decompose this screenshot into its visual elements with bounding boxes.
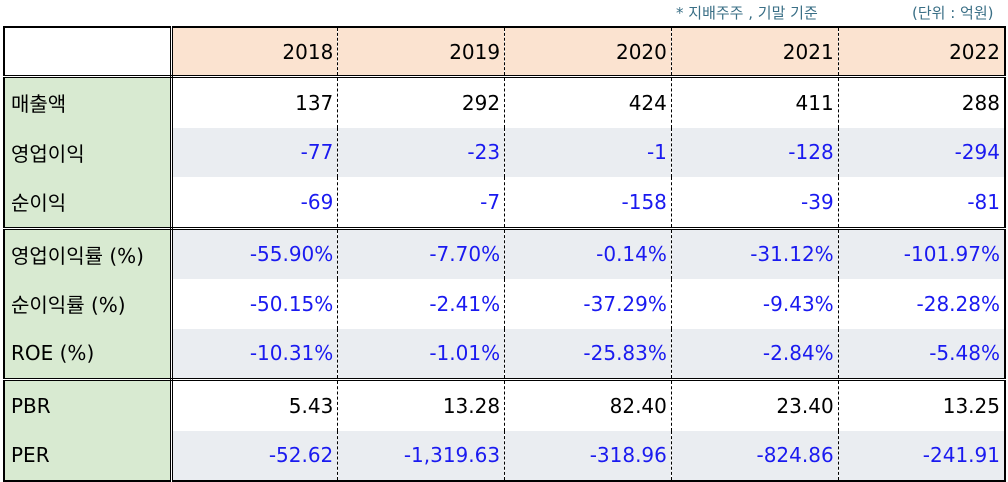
value-cell: -52.62 [170,430,338,481]
header-row: 2018 2019 2020 2021 2022 [4,27,1005,78]
value-cell: -241.91 [837,430,1005,481]
value-cell: 82.40 [504,379,672,431]
value-cell: -2.84% [670,328,839,381]
row-label: PER [4,430,173,481]
value-cell: 13.25 [837,379,1005,431]
value-cell: -77 [170,127,338,177]
value-cell: -25.83% [504,328,672,381]
financial-table: 2018 2019 2020 2021 2022 매출액 137 292 424 411… [3,26,1006,482]
value-cell: -294 [837,127,1005,177]
value-cell: -10.31% [170,328,338,381]
value-cell: -101.97% [837,228,1005,279]
value-cell: -824.86 [670,430,839,481]
year-header: 2020 [504,27,672,78]
value-cell: -1.01% [337,328,505,381]
per-row: PER -52.62 -1,319.63 -318.96 -824.86 -241.91 [4,430,1005,481]
value-cell: 13.28 [337,379,505,431]
row-label: ROE (%) [4,328,173,381]
value-cell: -31.12% [670,228,839,279]
operating-margin-row: 영업이익률 (%) -55.90% -7.70% -0.14% -31.12% -101.… [4,228,1005,279]
value-cell: -55.90% [170,228,338,279]
roe-row: ROE (%) -10.31% -1.01% -25.83% -2.84% -5.48% [4,328,1005,381]
year-header: 2022 [837,27,1005,78]
value-cell: -2.41% [337,279,505,329]
value-cell: 23.40 [670,379,839,431]
basis-note: * 지배주주 , 기말 기준 [676,4,818,22]
row-label: 순이익 [4,177,173,230]
value-cell: -69 [170,177,338,230]
operating-profit-row: 영업이익 -77 -23 -1 -128 -294 [4,127,1005,177]
value-cell: 288 [837,76,1005,128]
revenue-row: 매출액 137 292 424 411 288 [4,76,1005,128]
value-cell: -50.15% [170,279,338,329]
value-cell: -7 [337,177,505,230]
value-cell: -128 [670,127,839,177]
row-label: 순이익률 (%) [4,279,173,329]
pbr-row: PBR 5.43 13.28 82.40 23.40 13.25 [4,379,1005,431]
value-cell: -7.70% [337,228,505,279]
value-cell: -37.29% [504,279,672,329]
value-cell: -318.96 [504,430,672,481]
value-cell: -0.14% [504,228,672,279]
value-cell: 292 [337,76,505,128]
corner-cell [4,27,173,78]
year-header: 2021 [670,27,839,78]
row-label: PBR [4,379,173,431]
value-cell: 424 [504,76,672,128]
value-cell: -158 [504,177,672,230]
value-cell: 411 [670,76,839,128]
value-cell: -28.28% [837,279,1005,329]
value-cell: -23 [337,127,505,177]
year-header: 2019 [337,27,505,78]
row-label: 영업이익률 (%) [4,228,173,279]
net-margin-row: 순이익률 (%) -50.15% -2.41% -37.29% -9.43% -28.28… [4,279,1005,329]
unit-note: (단위 : 억원) [912,4,994,22]
row-label: 영업이익 [4,127,173,177]
value-cell: -1,319.63 [337,430,505,481]
row-label: 매출액 [4,76,173,128]
value-cell: -1 [504,127,672,177]
net-profit-row: 순이익 -69 -7 -158 -39 -81 [4,177,1005,230]
value-cell: -9.43% [670,279,839,329]
value-cell: -39 [670,177,839,230]
year-header: 2018 [170,27,338,78]
value-cell: 5.43 [170,379,338,431]
value-cell: -5.48% [837,328,1005,381]
value-cell: -81 [837,177,1005,230]
value-cell: 137 [170,76,338,128]
